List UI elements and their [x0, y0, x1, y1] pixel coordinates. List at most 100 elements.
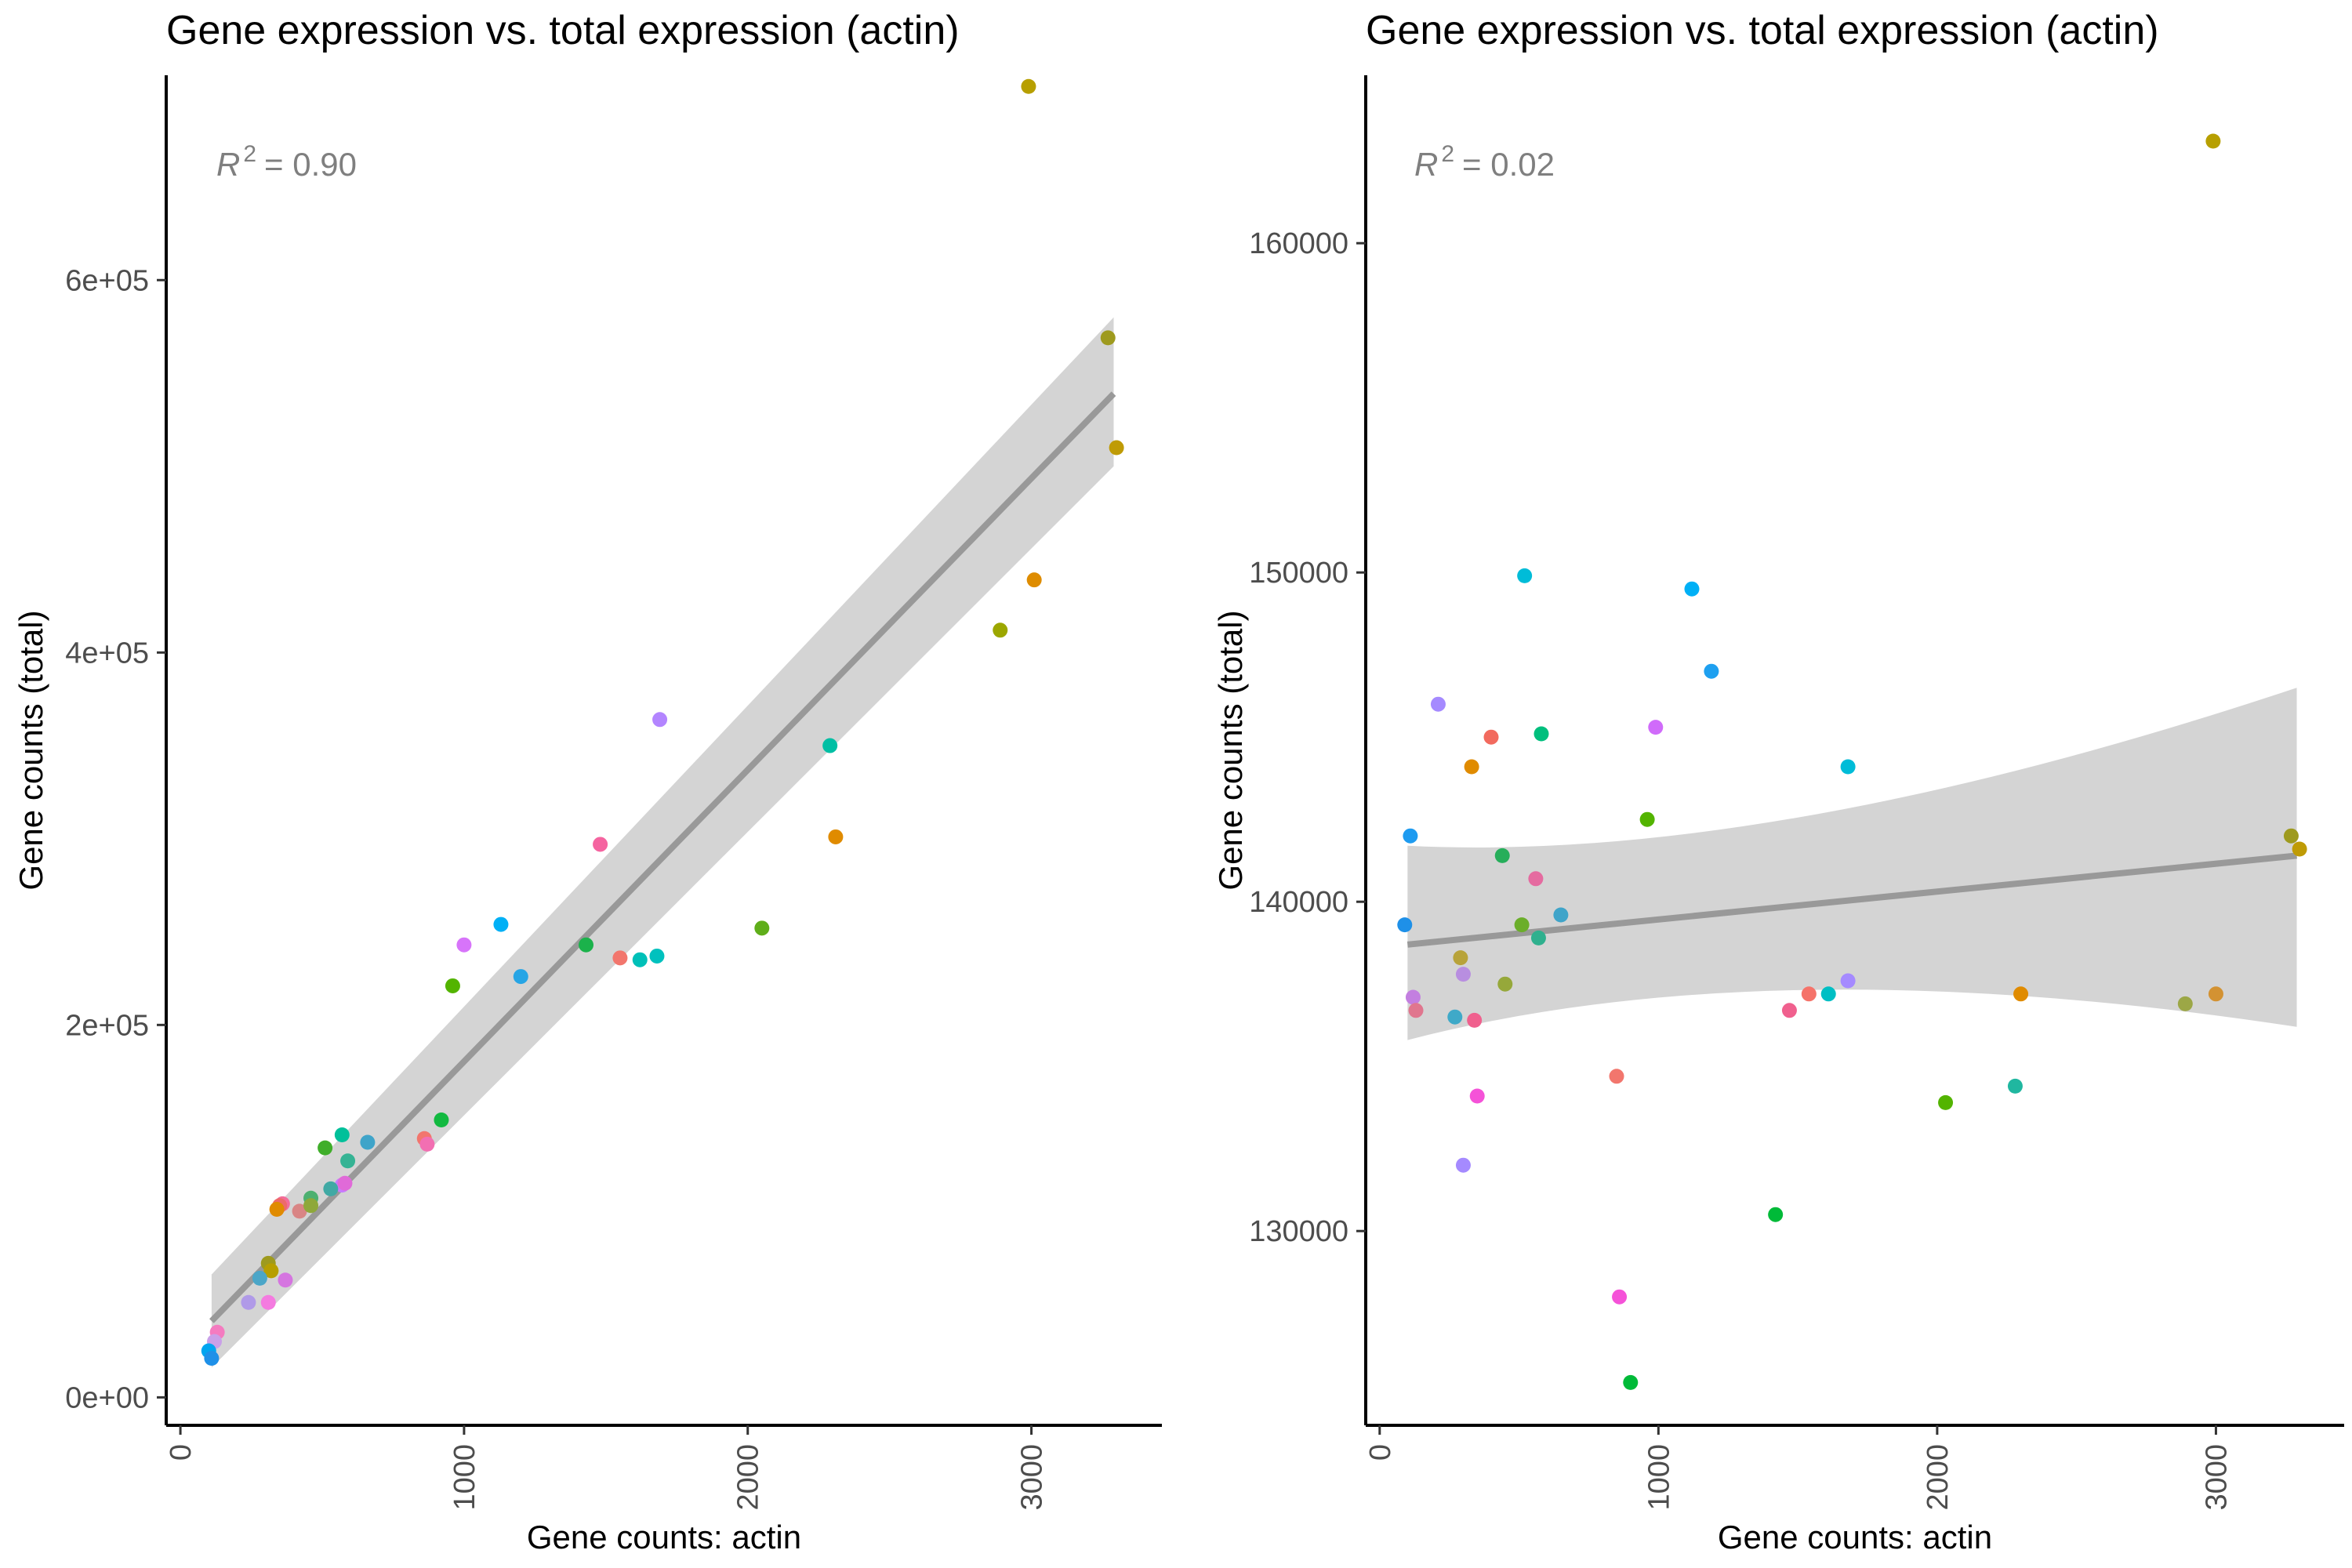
- x-axis-title: Gene counts: actin: [1718, 1519, 1992, 1555]
- x-tick-label: 2000: [1922, 1444, 1955, 1511]
- data-point: [578, 937, 593, 953]
- trend-line: [1406, 852, 2297, 948]
- data-point: [652, 712, 668, 728]
- chart-panel-left: Gene expression vs. total expression (ac…: [13, 8, 1162, 1555]
- data-point: [2283, 828, 2299, 844]
- data-point: [303, 1198, 319, 1214]
- x-tick-label: 0: [1364, 1444, 1397, 1461]
- data-point: [1938, 1094, 1954, 1110]
- data-point: [292, 1203, 307, 1219]
- data-point: [263, 1263, 279, 1279]
- data-point: [252, 1270, 267, 1286]
- data-point: [360, 1134, 376, 1150]
- r-squared-value: = 0.02: [1462, 146, 1555, 183]
- y-tick-label: 140000: [1249, 886, 1348, 919]
- data-point: [1840, 759, 1856, 775]
- data-point: [2205, 133, 2221, 149]
- x-tick-label: 1000: [448, 1444, 481, 1511]
- y-tick-label: 150000: [1249, 557, 1348, 590]
- x-axis-title: Gene counts: actin: [527, 1519, 801, 1555]
- data-point: [1100, 330, 1116, 346]
- data-point: [1820, 986, 1836, 1002]
- data-point: [260, 1294, 276, 1310]
- data-point: [1483, 729, 1499, 745]
- data-point: [434, 1112, 449, 1127]
- trend-line: [209, 391, 1116, 1323]
- data-point: [1397, 917, 1413, 933]
- data-point: [1781, 1003, 1797, 1018]
- y-axis-title: Gene counts (total): [1212, 610, 1249, 890]
- data-point: [1514, 917, 1530, 933]
- data-point: [1840, 973, 1856, 989]
- y-tick-label: 0e+00: [65, 1381, 149, 1414]
- data-point: [2007, 1078, 2023, 1094]
- data-point: [993, 622, 1008, 638]
- data-point: [1609, 1069, 1624, 1084]
- r-squared-symbol: R: [216, 146, 240, 183]
- data-point: [754, 920, 770, 936]
- data-point: [1801, 986, 1817, 1002]
- data-point: [1469, 1088, 1485, 1104]
- data-point: [2292, 841, 2307, 857]
- data-point: [1517, 568, 1533, 583]
- data-point: [204, 1350, 220, 1366]
- y-tick-label: 6e+05: [65, 264, 149, 297]
- data-point: [1021, 78, 1036, 94]
- confidence-band: [211, 317, 1114, 1368]
- data-point: [1453, 950, 1468, 966]
- data-point: [1528, 871, 1544, 887]
- data-point: [1534, 726, 1549, 742]
- data-point: [241, 1294, 256, 1310]
- data-point: [1109, 440, 1124, 456]
- data-point: [1623, 1374, 1639, 1390]
- data-point: [1530, 930, 1546, 946]
- data-point: [1026, 572, 1042, 588]
- data-point: [334, 1127, 350, 1142]
- r-squared-annotation: R 2 = 0.90: [216, 141, 357, 183]
- data-point: [318, 1140, 333, 1156]
- chart-panel-right: Gene expression vs. total expression (ac…: [1212, 8, 2344, 1555]
- data-point: [632, 952, 648, 967]
- data-point: [1447, 1009, 1463, 1025]
- chart-title: Gene expression vs. total expression (ac…: [166, 8, 960, 53]
- x-tick-label: 2000: [732, 1444, 765, 1511]
- data-point: [1768, 1207, 1784, 1222]
- data-point: [1639, 811, 1655, 827]
- data-point: [1408, 1003, 1424, 1018]
- data-point: [337, 1175, 353, 1191]
- data-point: [2177, 996, 2193, 1011]
- data-point: [1403, 828, 1418, 844]
- data-point: [1494, 848, 1510, 863]
- x-tick-label: 0: [165, 1444, 198, 1461]
- data-point: [269, 1201, 285, 1217]
- y-tick-label: 4e+05: [65, 637, 149, 670]
- data-point: [278, 1272, 293, 1288]
- data-point: [1430, 696, 1446, 712]
- data-point: [2013, 986, 2029, 1002]
- y-tick-label: 2e+05: [65, 1009, 149, 1042]
- data-point: [1405, 989, 1421, 1005]
- data-point: [323, 1181, 339, 1196]
- data-point: [828, 829, 844, 844]
- data-point: [1704, 663, 1719, 679]
- r-squared-exponent: 2: [1441, 141, 1454, 167]
- data-point: [1497, 976, 1513, 992]
- data-point: [1553, 907, 1569, 923]
- y-axis-title: Gene counts (total): [13, 610, 49, 890]
- data-point: [419, 1136, 435, 1152]
- data-point: [822, 738, 838, 753]
- data-point: [612, 950, 628, 966]
- confidence-band: [1407, 688, 2297, 1040]
- data-point: [1464, 759, 1479, 775]
- x-tick-label: 3000: [1016, 1444, 1049, 1511]
- r-squared-symbol: R: [1414, 146, 1438, 183]
- data-point: [593, 837, 608, 852]
- r-squared-value: = 0.90: [264, 146, 357, 183]
- data-point: [340, 1153, 356, 1169]
- r-squared-exponent: 2: [243, 141, 256, 167]
- data-point: [1455, 1157, 1471, 1173]
- x-tick-label: 1000: [1642, 1444, 1675, 1511]
- data-point: [493, 916, 509, 932]
- data-point: [1684, 581, 1700, 597]
